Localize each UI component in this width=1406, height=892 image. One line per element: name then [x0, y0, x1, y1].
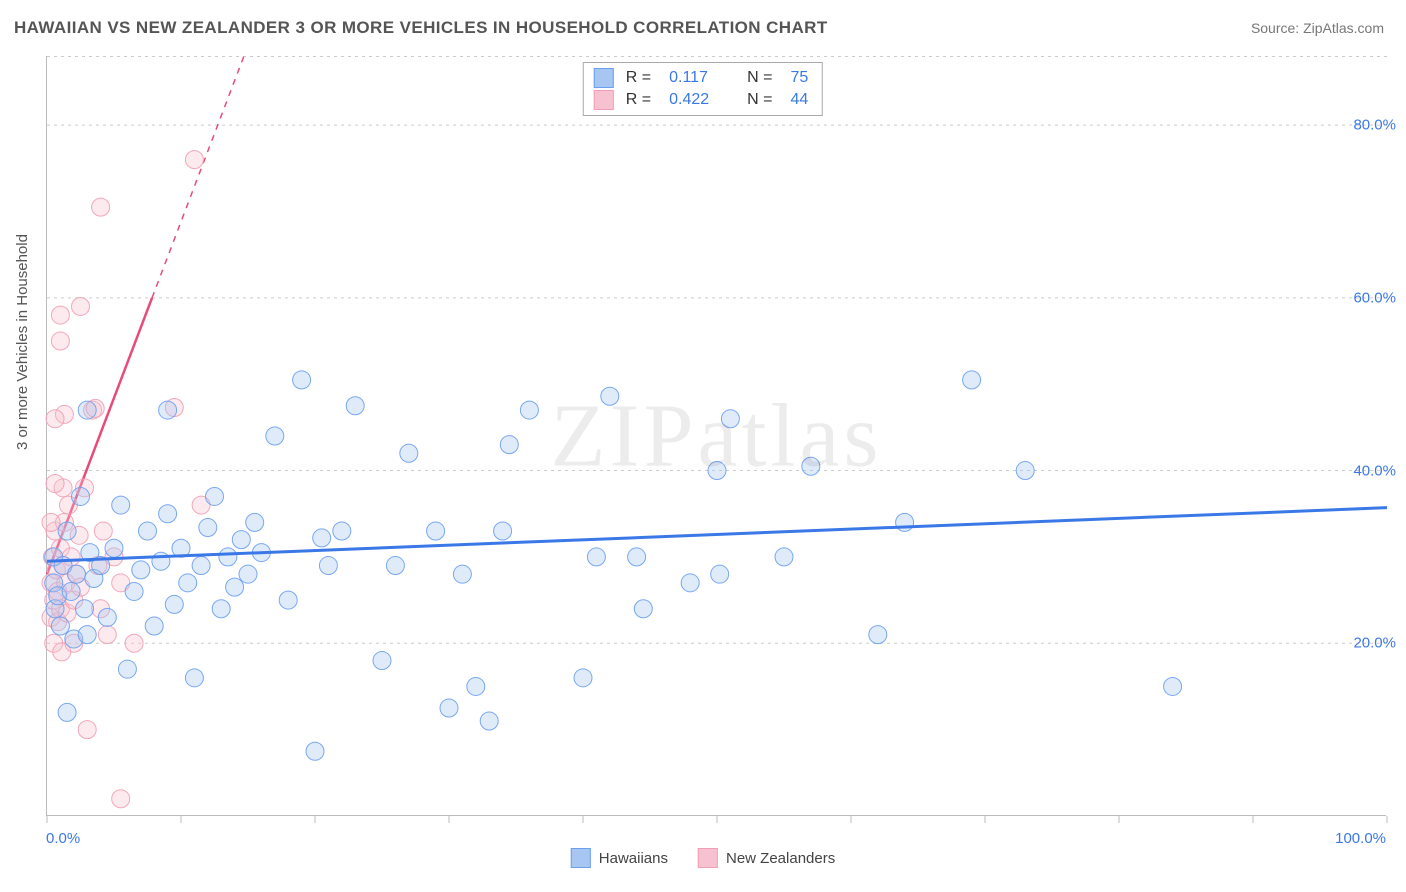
y-axis-label: 3 or more Vehicles in Household: [14, 234, 31, 450]
legend-swatch-newzealanders: [698, 848, 718, 868]
series-legend-item-hawaiians: Hawaiians: [571, 848, 668, 868]
n-value-hawaiians: 75: [790, 67, 808, 89]
y-tick-label: 40.0%: [1353, 462, 1396, 479]
n-value-newzealanders: 44: [790, 89, 808, 111]
r-label: R =: [626, 67, 651, 89]
legend-row-hawaiians: R = 0.117 N = 75: [594, 67, 808, 89]
source-label: Source: ZipAtlas.com: [1251, 20, 1384, 36]
legend-swatch-newzealanders: [594, 90, 614, 110]
legend-row-newzealanders: R = 0.422 N = 44: [594, 89, 808, 111]
plot-svg: [47, 56, 1386, 815]
r-label: R =: [626, 89, 651, 111]
y-tick-label: 60.0%: [1353, 289, 1396, 306]
n-label: N =: [747, 67, 772, 89]
series-legend: Hawaiians New Zealanders: [571, 848, 835, 868]
r-value-hawaiians: 0.117: [669, 67, 725, 89]
r-value-newzealanders: 0.422: [669, 89, 725, 111]
y-tick-label: 80.0%: [1353, 117, 1396, 134]
chart-title: HAWAIIAN VS NEW ZEALANDER 3 OR MORE VEHI…: [14, 18, 828, 38]
legend-swatch-hawaiians: [571, 848, 591, 868]
legend-swatch-hawaiians: [594, 68, 614, 88]
series-legend-item-newzealanders: New Zealanders: [698, 848, 835, 868]
series-label-newzealanders: New Zealanders: [726, 850, 835, 867]
x-tick-label: 100.0%: [1335, 830, 1386, 847]
n-label: N =: [747, 89, 772, 111]
correlation-legend: R = 0.117 N = 75 R = 0.422 N = 44: [583, 62, 823, 116]
source-name: ZipAtlas.com: [1303, 20, 1384, 36]
x-tick-label: 0.0%: [46, 830, 80, 847]
scatter-plot: ZIPatlas: [46, 56, 1386, 816]
series-label-hawaiians: Hawaiians: [599, 850, 668, 867]
y-tick-label: 20.0%: [1353, 635, 1396, 652]
source-prefix: Source:: [1251, 20, 1303, 36]
